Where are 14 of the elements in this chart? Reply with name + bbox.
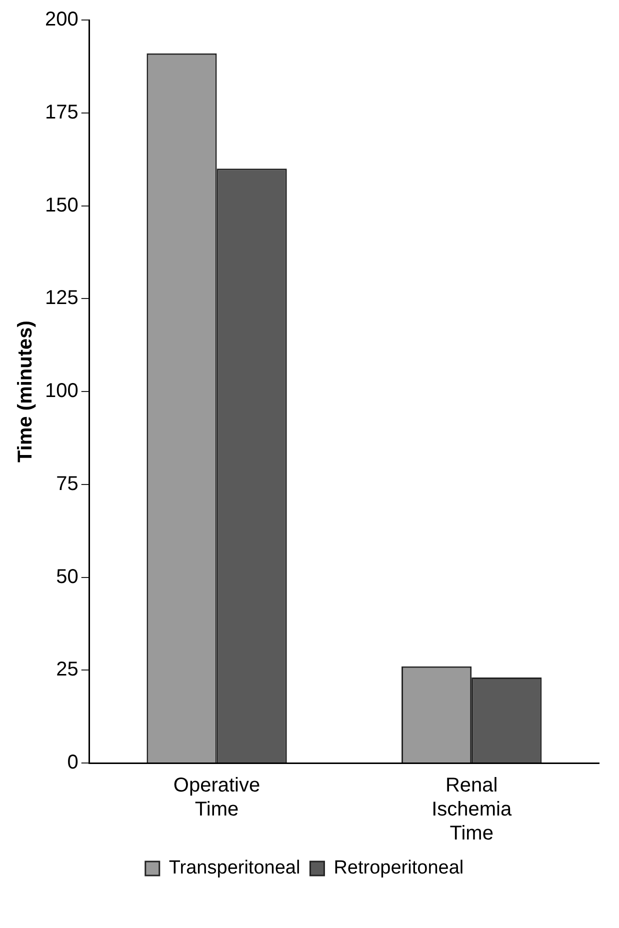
y-tick-label: 200	[44, 8, 78, 31]
y-axis-title: Time (minutes)	[14, 320, 37, 462]
y-tick-label: 25	[56, 658, 78, 681]
y-tick-label: 75	[56, 472, 78, 495]
y-tick-label: 150	[44, 194, 78, 216]
y-tick-label: 100	[44, 380, 78, 402]
legend-label: Transperitoneal	[168, 858, 300, 879]
legend-label: Retroperitoneal	[334, 858, 464, 879]
x-tick-label: Operative Time	[173, 774, 260, 821]
y-tick-label: 125	[44, 287, 78, 310]
y-tick-label: 50	[56, 566, 78, 588]
x-tick-label: Renal Ischemia Time	[432, 774, 512, 845]
y-tick-label: 175	[44, 101, 78, 124]
y-tick-label: 0	[67, 752, 78, 774]
